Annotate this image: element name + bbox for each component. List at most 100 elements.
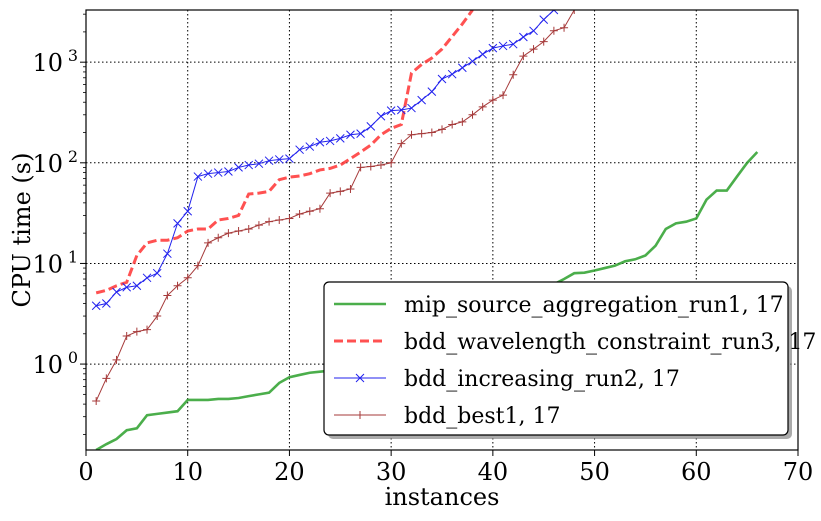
legend-entry: bdd_increasing_run2, 17 <box>334 367 680 392</box>
series-point <box>468 56 477 66</box>
series-point <box>102 374 111 383</box>
series-point <box>315 204 324 213</box>
series-point <box>122 282 132 292</box>
series-point <box>499 91 508 100</box>
series-point <box>468 110 477 119</box>
series-point <box>254 159 264 169</box>
x-tick-label: 30 <box>376 458 407 486</box>
series-point <box>264 156 274 166</box>
axis-ticks: 0 10 20 30 40 50 60 70 10 0 10 1 10 2 10 3 <box>32 13 813 486</box>
series-point <box>509 70 518 79</box>
series-point <box>549 10 559 15</box>
series-point <box>143 325 152 334</box>
series-point <box>224 229 233 238</box>
series-point <box>101 299 111 308</box>
series-point <box>427 87 437 96</box>
series-point <box>183 273 192 282</box>
series-point <box>142 273 152 283</box>
series-point <box>397 139 406 148</box>
y-axis-label: CPU time (s) <box>8 153 36 308</box>
y-tick-label: 10 1 <box>32 247 78 278</box>
series-point <box>254 221 263 230</box>
series-point <box>478 49 488 59</box>
series-point <box>234 227 243 236</box>
series-point <box>519 32 528 42</box>
series-point <box>539 15 549 24</box>
series-point <box>163 291 172 300</box>
series-point <box>244 160 254 170</box>
y-tick-exponent: 1 <box>68 247 78 266</box>
series-point <box>244 224 253 233</box>
series-point <box>305 207 314 216</box>
series-point <box>346 130 355 140</box>
plot-frame <box>85 9 799 451</box>
series-point <box>193 261 202 270</box>
series-4 <box>92 10 579 405</box>
x-tick-label: 20 <box>274 458 305 486</box>
legend-label: bdd_best1, 17 <box>404 404 560 429</box>
legend: mip_source_aggregation_run1, 17 bdd_wavel… <box>323 281 816 439</box>
series-point <box>305 142 315 151</box>
series-point <box>407 103 416 113</box>
y-tick-base: 10 <box>32 49 63 77</box>
series-point <box>438 125 446 134</box>
legend-entry: bdd_best1, 17 <box>334 404 560 429</box>
series-point <box>356 163 365 172</box>
series-point <box>335 133 345 143</box>
series-point <box>274 155 284 164</box>
series-line <box>95 10 474 295</box>
series-point <box>285 214 294 223</box>
x-tick-label: 40 <box>478 458 509 486</box>
legend-entry: mip_source_aggregation_run1, 17 <box>334 293 784 318</box>
series-point <box>366 122 376 131</box>
series-point <box>508 39 518 49</box>
series-point <box>295 209 304 218</box>
legend-box <box>323 281 789 436</box>
series-point <box>386 106 396 115</box>
series-point <box>132 281 142 291</box>
series-point <box>112 287 121 297</box>
series-point <box>336 187 345 196</box>
series-point <box>488 43 498 53</box>
x-tick-label: 50 <box>579 458 610 486</box>
series-point <box>173 281 182 290</box>
y-tick-exponent: 2 <box>68 147 78 166</box>
series-point <box>570 10 579 14</box>
y-tick-label: 10 2 <box>32 147 78 178</box>
series-3 <box>91 10 559 311</box>
series-point <box>560 23 569 32</box>
series-point <box>447 69 457 79</box>
series-line <box>96 10 555 307</box>
series-point <box>122 332 131 341</box>
y-tick-base: 10 <box>32 250 63 278</box>
series-point <box>396 105 406 115</box>
series-2 <box>95 10 474 295</box>
series-point <box>488 96 497 105</box>
series-point <box>325 136 335 146</box>
series-point <box>204 238 213 247</box>
series-point <box>457 63 467 73</box>
series-point <box>91 301 101 311</box>
series-point <box>203 169 213 179</box>
series-point <box>132 327 141 336</box>
series-point <box>458 117 467 126</box>
series-point <box>183 206 193 216</box>
series-point <box>326 189 335 198</box>
y-tick-label: 10 0 <box>32 348 78 379</box>
legend-label: mip_source_aggregation_run1, 17 <box>404 293 784 318</box>
x-tick-label: 0 <box>78 458 93 486</box>
series-point <box>234 163 243 172</box>
series-point <box>387 158 396 167</box>
x-tick-label: 10 <box>172 458 203 486</box>
legend-entry: bdd_wavelength_constraint_run3, 17 <box>334 330 816 355</box>
y-tick-base: 10 <box>32 150 63 178</box>
series-point <box>193 172 203 181</box>
series-point <box>92 396 101 405</box>
series-point <box>213 168 223 177</box>
series-point <box>498 41 508 51</box>
y-tick-exponent: 0 <box>68 348 78 367</box>
series-point <box>376 111 386 121</box>
series-point <box>519 52 528 61</box>
series-line <box>95 10 575 402</box>
